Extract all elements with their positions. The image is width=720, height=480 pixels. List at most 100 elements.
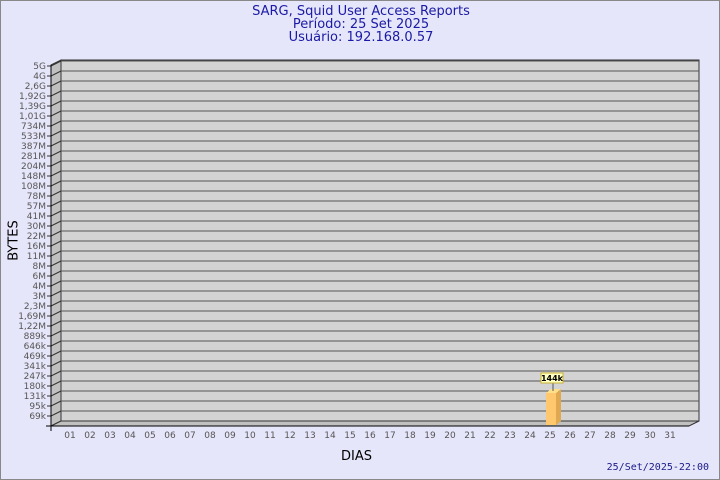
grid-line-side xyxy=(50,290,62,297)
y-tick-label: 22M xyxy=(27,232,46,242)
chart-title: SARG, Squid User Access Reports xyxy=(252,4,470,19)
grid-line-side xyxy=(50,360,62,367)
x-tick-label: 06 xyxy=(164,431,176,441)
y-tick-label: 204M xyxy=(21,162,46,172)
grid-line-side xyxy=(50,160,62,167)
y-tick-label: 2,6G xyxy=(25,82,46,92)
grid-line-side xyxy=(50,230,62,237)
y-tick-label: 1,39G xyxy=(19,102,46,112)
grid-line-side xyxy=(50,330,62,337)
x-tick-label: 27 xyxy=(584,431,595,441)
y-tick-label: 11M xyxy=(27,252,46,262)
grid-line-side xyxy=(50,170,62,177)
y-tick-label: 1,22M xyxy=(18,322,46,332)
grid-line-side xyxy=(50,200,62,207)
x-tick-label: 30 xyxy=(644,431,656,441)
timestamp: 25/Set/2025-22:00 xyxy=(606,462,709,473)
y-tick-label: 30M xyxy=(27,222,46,232)
y-tick-label: 533M xyxy=(21,132,46,142)
grid-line-side xyxy=(50,240,62,247)
x-tick-label: 11 xyxy=(264,431,275,441)
grid-line-side xyxy=(50,400,62,407)
grid-line-side xyxy=(50,350,62,357)
x-tick-label: 10 xyxy=(244,431,256,441)
grid-line-side xyxy=(50,70,62,77)
grid-line-side xyxy=(50,320,62,327)
y-tick-label: 108M xyxy=(21,182,46,192)
x-tick-label: 13 xyxy=(304,431,315,441)
chart-period: Período: 25 Set 2025 xyxy=(292,17,430,32)
x-tick-label: 31 xyxy=(664,431,675,441)
x-tick-label: 23 xyxy=(504,431,515,441)
x-tick-label: 19 xyxy=(424,431,436,441)
y-tick-label: 1,69M xyxy=(18,312,46,322)
grid-line-side xyxy=(50,280,62,287)
grid-line-side xyxy=(50,180,62,187)
x-tick-label: 04 xyxy=(124,431,136,441)
grid-line-side xyxy=(50,80,62,87)
grid-line-side xyxy=(50,300,62,307)
y-tick-label: 95k xyxy=(29,402,46,412)
x-tick-label: 26 xyxy=(564,431,576,441)
grid-line-side xyxy=(50,410,62,417)
x-tick-label: 02 xyxy=(84,431,95,441)
grid-line-side xyxy=(50,250,62,257)
grid-line-side xyxy=(50,370,62,377)
x-tick-label: 09 xyxy=(224,431,236,441)
grid-line-side xyxy=(50,390,62,397)
x-tick-label: 20 xyxy=(444,431,456,441)
grid-line-side xyxy=(50,140,62,147)
x-tick-label: 05 xyxy=(144,431,155,441)
bar xyxy=(546,392,556,425)
grid-line-side xyxy=(50,120,62,127)
y-tick-label: 4M xyxy=(33,282,47,292)
y-tick-label: 469k xyxy=(24,352,47,362)
data-label-box xyxy=(540,372,564,384)
x-tick-label: 12 xyxy=(284,431,295,441)
x-tick-label: 01 xyxy=(64,431,75,441)
grid-line-side xyxy=(50,130,62,137)
grid-line-side xyxy=(50,260,62,267)
bar-side xyxy=(556,388,561,425)
y-tick-label: 131k xyxy=(24,392,47,402)
x-tick-label: 17 xyxy=(384,431,395,441)
y-tick-label: 16M xyxy=(27,242,46,252)
y-tick-label: 341k xyxy=(24,362,47,372)
grid-line-side xyxy=(50,150,62,157)
y-tick-label: 1,01G xyxy=(19,112,46,122)
y-tick-label: 6M xyxy=(33,272,47,282)
y-tick-label: 3M xyxy=(33,292,47,302)
floor xyxy=(50,420,700,427)
y-tick-label: 1,92G xyxy=(19,92,46,102)
chart-user: Usuário: 192.168.0.57 xyxy=(288,30,434,45)
x-tick-label: 28 xyxy=(604,431,616,441)
x-tick-label: 21 xyxy=(464,431,475,441)
y-tick-label: 387M xyxy=(21,142,46,152)
x-tick-label: 14 xyxy=(324,431,336,441)
x-tick-label: 24 xyxy=(524,431,536,441)
x-tick-label: 07 xyxy=(184,431,195,441)
grid-line-side xyxy=(50,110,62,117)
data-label: 144k xyxy=(541,374,564,383)
y-tick-label: 148M xyxy=(21,172,46,182)
y-tick-label: 889k xyxy=(24,332,47,342)
y-tick-label: 78M xyxy=(27,192,46,202)
x-tick-label: 22 xyxy=(484,431,495,441)
grid-line-side xyxy=(50,100,62,107)
grid-line-side xyxy=(50,60,62,67)
x-tick-label: 18 xyxy=(404,431,416,441)
x-tick-label: 08 xyxy=(204,431,216,441)
y-tick-label: 2,3M xyxy=(24,302,46,312)
grid-line-side xyxy=(50,210,62,217)
y-tick-label: 8M xyxy=(33,262,47,272)
y-tick-label: 4G xyxy=(33,72,46,82)
y-tick-label: 281M xyxy=(21,152,46,162)
grid-line-side xyxy=(50,310,62,317)
y-tick-label: 180k xyxy=(24,382,47,392)
y-tick-label: 5G xyxy=(33,62,46,72)
grid-line-side xyxy=(50,220,62,227)
y-tick-label: 646k xyxy=(24,342,47,352)
y-tick-label: 41M xyxy=(27,212,46,222)
x-tick-label: 16 xyxy=(364,431,376,441)
